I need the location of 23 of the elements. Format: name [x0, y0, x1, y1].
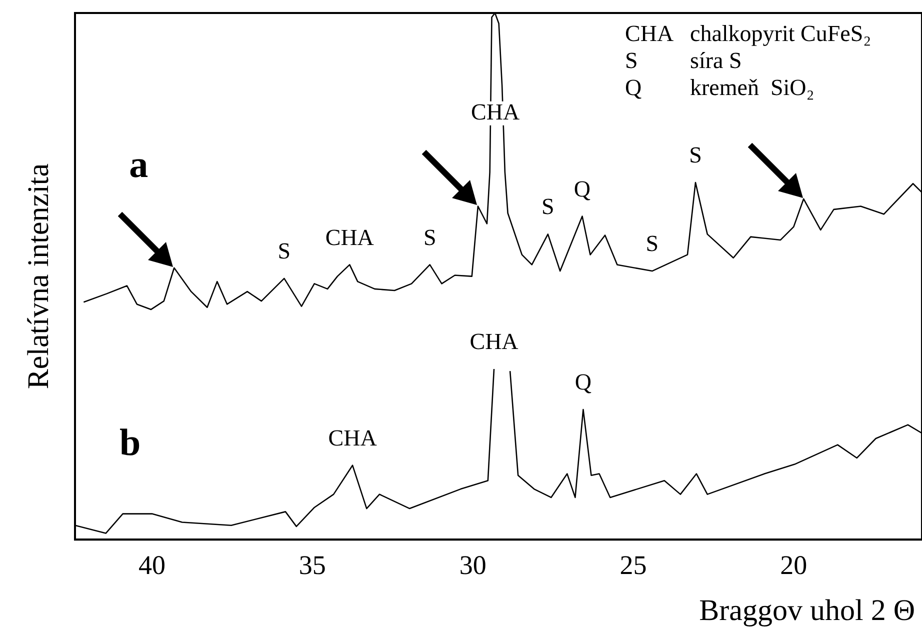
annotation: CHA: [471, 99, 520, 124]
annotation: CHA: [470, 329, 519, 354]
x-tick-label: 20: [780, 550, 808, 580]
annotation: CHA: [328, 425, 378, 450]
annotation: S: [423, 224, 436, 250]
x-tick-label: 25: [620, 550, 647, 580]
annotation: S: [542, 194, 554, 220]
x-axis-title: Braggov uhol 2 Θ: [699, 594, 915, 627]
x-tick-label: 30: [459, 550, 486, 580]
annotation: Q: [574, 176, 591, 202]
text: a: [129, 144, 148, 186]
annotation: CHA: [325, 224, 374, 250]
annotation: S: [278, 238, 291, 264]
annotation: Q: [574, 370, 592, 395]
text: S síra S: [625, 48, 742, 74]
annotation: S: [689, 142, 702, 168]
annotation: CHA chalkopyrit CuFeS₂: [625, 21, 872, 46]
x-tick-label: 40: [138, 550, 166, 580]
x-tick-label: 35: [298, 550, 326, 580]
series-label: b: [119, 422, 141, 464]
text: Q kremeň SiO₂: [625, 75, 814, 100]
annotation: S: [646, 231, 659, 256]
y-axis-title: Relatívna intenzita: [22, 163, 55, 390]
